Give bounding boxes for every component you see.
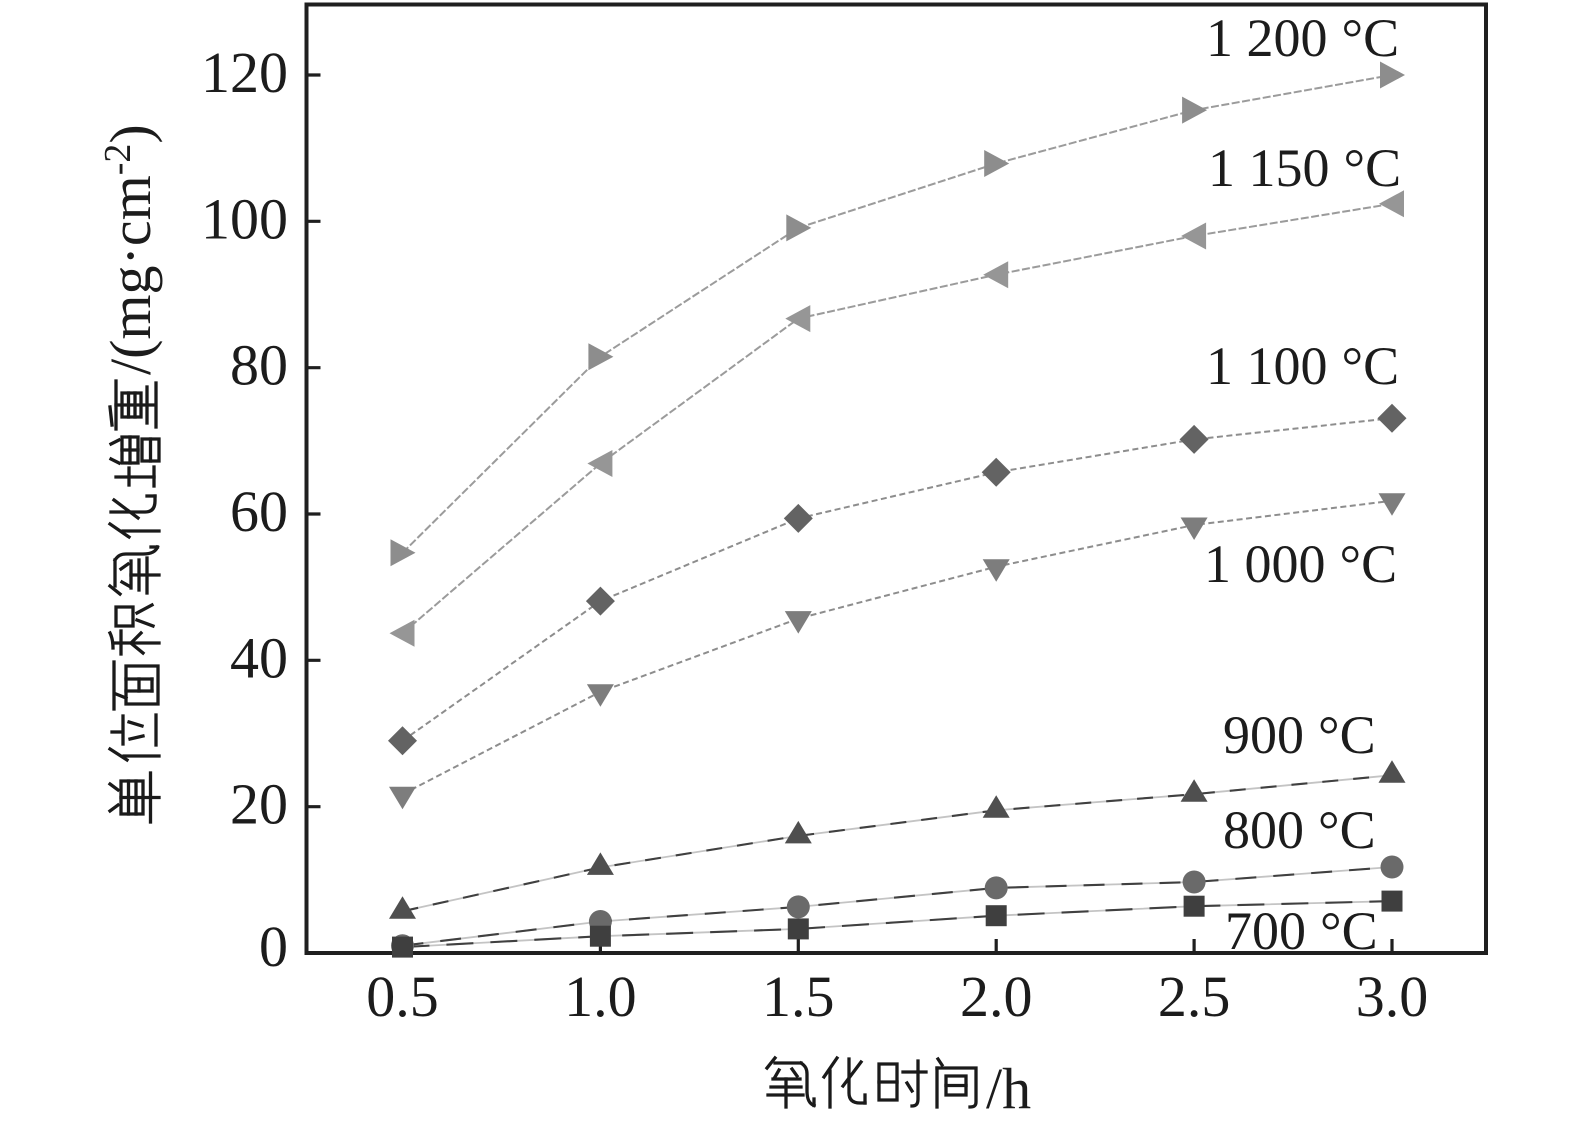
svg-text:60: 60 (230, 479, 288, 544)
svg-text:20: 20 (230, 772, 288, 837)
svg-text:1 150°C: 1 150 °C (1208, 138, 1401, 198)
svg-text:700°C: 700 °C (1225, 901, 1378, 961)
svg-text:80: 80 (230, 333, 288, 398)
svg-text:0: 0 (259, 914, 288, 979)
svg-text:800°C: 800 °C (1223, 800, 1376, 860)
svg-text:1.0: 1.0 (564, 964, 637, 1029)
svg-text:1 000°C: 1 000 °C (1204, 534, 1397, 594)
svg-text:3.0: 3.0 (1356, 964, 1429, 1029)
svg-text:900°C: 900 °C (1223, 705, 1376, 765)
svg-text:2.5: 2.5 (1158, 964, 1231, 1029)
svg-text:/h: /h (986, 1056, 1031, 1121)
svg-text:1 100°C: 1 100 °C (1206, 336, 1399, 396)
svg-text:0.5: 0.5 (366, 964, 439, 1029)
svg-text:1 200°C: 1 200 °C (1206, 8, 1399, 68)
svg-text:100: 100 (201, 186, 288, 251)
svg-text:40: 40 (230, 625, 288, 690)
svg-text:2.0: 2.0 (960, 964, 1033, 1029)
svg-text:120: 120 (201, 40, 288, 105)
svg-text:1.5: 1.5 (762, 964, 835, 1029)
